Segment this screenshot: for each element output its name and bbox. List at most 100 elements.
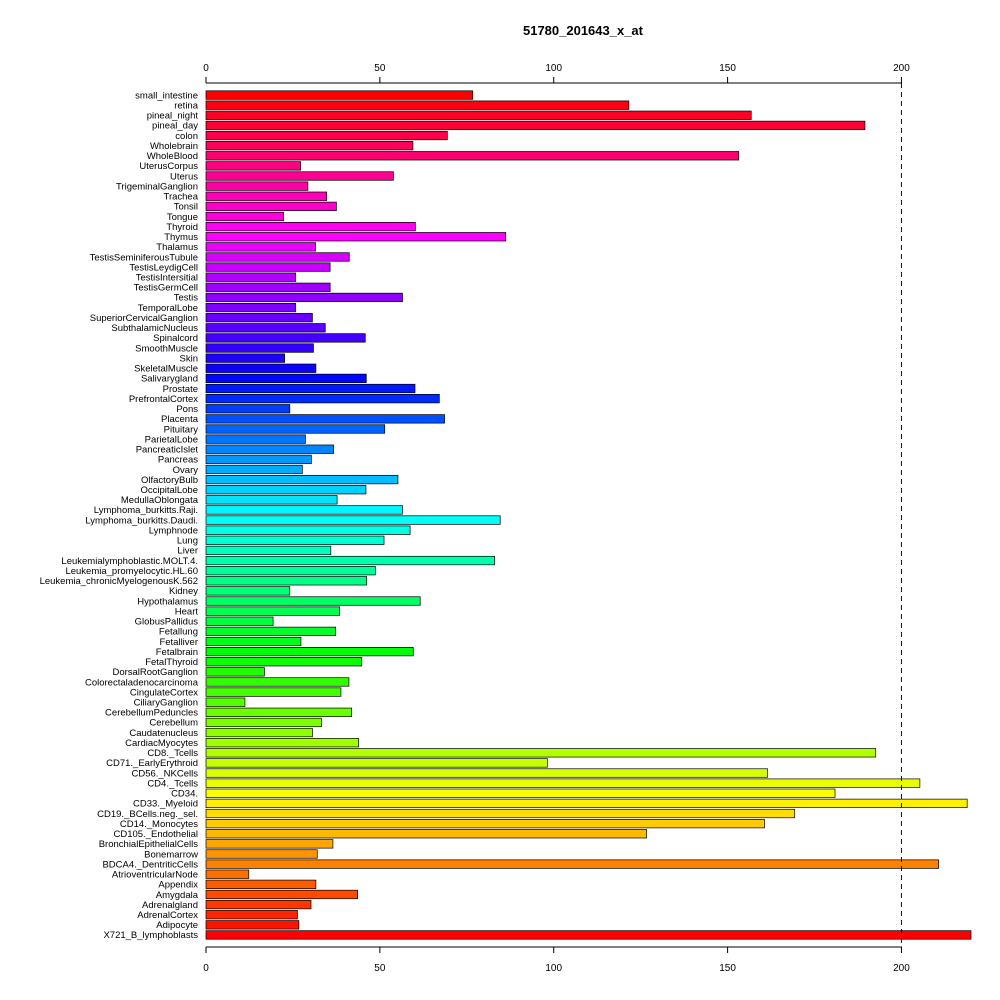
bar-Placenta [205, 414, 445, 424]
category-label: MedullaOblongata [121, 495, 199, 506]
bar-Testis [205, 292, 403, 303]
category-label: CD56._NKCells [131, 768, 198, 779]
bar-X721_B_lymphoblasts [205, 930, 972, 940]
chart-title: 51780_201643_x_at [523, 23, 644, 38]
bar-Lymphoma_burkitts.Daudi. [205, 515, 501, 525]
category-label: Tonsil [174, 202, 198, 213]
bar-GlobusPallidus [205, 616, 274, 626]
bar-series [205, 90, 972, 940]
category-label: X721_B_lymphoblasts [103, 930, 198, 941]
bar-CerebellumPeduncles [205, 707, 353, 717]
bar-CD34. [205, 788, 836, 798]
category-label: Salivarygland [141, 374, 198, 385]
bar-Pituitary [205, 424, 386, 434]
top-tick-label: 200 [893, 63, 910, 74]
bar-AdrenalCortex [205, 910, 298, 920]
bottom-tick-label: 150 [719, 963, 736, 974]
category-label: Thyroid [166, 222, 198, 233]
category-label: Fetallung [159, 627, 198, 638]
category-label: Hypothalamus [137, 596, 198, 607]
bar-Kidney [205, 586, 291, 596]
bar-Adipocyte [205, 920, 300, 930]
bar-Thyroid [205, 222, 416, 232]
category-label: TestisGermCell [134, 283, 198, 294]
category-label: Lymphoma_burkitts.Daudi. [85, 515, 198, 526]
category-label: Kidney [169, 586, 198, 597]
category-label: Bonemarrow [144, 849, 198, 860]
category-label: Spinalcord [153, 333, 198, 344]
category-label: CD34. [171, 789, 198, 800]
category-label: TemporalLobe [138, 303, 198, 314]
bar-Fetalbrain [205, 646, 414, 657]
bottom-tick-label: 0 [203, 963, 209, 974]
category-label: OccipitalLobe [140, 485, 198, 496]
category-label: BronchialEpithelialCells [99, 839, 199, 850]
bar-Pancreas [205, 454, 312, 464]
category-label: Wholebrain [150, 141, 198, 152]
bar-retina [205, 100, 630, 110]
bar-OlfactoryBulb [205, 474, 399, 485]
category-label: small_intestine [135, 90, 198, 101]
bar-CD56._NKCells [205, 768, 768, 778]
category-label: Pancreas [158, 455, 198, 466]
bar-Uterus [205, 171, 394, 181]
bar-Bonemarrow [205, 849, 318, 859]
bar-TestisLeydigCell [205, 262, 331, 272]
bar-CD33._Myeloid [205, 798, 968, 809]
category-label: Caudatenucleus [129, 728, 198, 739]
category-label: CD4._Tcells [147, 778, 198, 789]
top-tick-label: 100 [545, 63, 562, 74]
category-label: Appendix [158, 880, 198, 891]
bar-CD105._Endothelial [205, 829, 647, 839]
bar-Trachea [205, 191, 328, 201]
bar-Tongue [205, 211, 284, 222]
category-label: Fetalbrain [156, 647, 198, 658]
category-label: GlobusPallidus [135, 617, 199, 628]
bar-Spinalcord [205, 333, 366, 343]
category-label: Leukemialymphoblastic.MOLT.4. [61, 556, 198, 567]
category-label: PancreaticIslet [136, 445, 199, 456]
bar-Cerebellum [205, 717, 322, 728]
bar-Hypothalamus [205, 596, 421, 606]
category-label: Leukemia_promyelocytic.HL.60 [65, 566, 198, 577]
bar-Appendix [205, 879, 317, 889]
bar-Leukemia_promyelocytic.HL.60 [205, 566, 376, 576]
category-label: SmoothMuscle [135, 343, 198, 354]
bar-CD71._EarlyErythroid [205, 758, 548, 768]
bar-Thymus [205, 232, 507, 242]
bar-PrefrontalCortex [205, 394, 440, 404]
bottom-axis-ticks: 0 50 100 150 200 [203, 947, 910, 974]
category-label: Leukemia_chronicMyelogenousK.562 [40, 576, 198, 587]
category-label: DorsalRootGanglion [112, 667, 198, 678]
bar-Colorectaladenocarcinoma [205, 677, 350, 687]
category-label: SuperiorCervicalGanglion [90, 313, 198, 324]
category-label: CardiacMyocytes [125, 738, 198, 749]
category-label: Tongue [167, 212, 198, 223]
bar-AtrioventricularNode [205, 869, 250, 879]
bar-Prostate [205, 383, 416, 394]
bar-BronchialEpithelialCells [205, 839, 334, 849]
category-label: colon [175, 131, 198, 142]
bar-TestisGermCell [205, 282, 331, 292]
bar-SubthalamicNucleus [205, 323, 326, 333]
bar-Lymphoma_burkitts.Raji. [205, 505, 403, 515]
bar-CardiacMyocytes [205, 738, 359, 748]
category-label: TestisLeydigCell [129, 262, 198, 273]
category-label: Lymphnode [149, 525, 198, 536]
bar-Thalamus [205, 242, 316, 252]
bar-ParietalLobe [205, 434, 306, 444]
category-label: Thalamus [156, 242, 198, 253]
bar-colon [205, 130, 448, 141]
bar-Heart [205, 606, 340, 616]
category-label: Lymphoma_burkitts.Raji. [94, 505, 198, 516]
category-label: Ovary [173, 465, 199, 476]
bar-Leukemialymphoblastic.MOLT.4. [205, 555, 495, 566]
category-label: AtrioventricularNode [112, 870, 198, 881]
bar-CD14._Monocytes [205, 819, 765, 829]
category-label: Cerebellum [149, 718, 198, 729]
category-label: CD105._Endothelial [113, 829, 198, 840]
bar-WholeBlood [205, 151, 740, 161]
category-label: Adrenalgland [142, 900, 198, 911]
bar-UterusCorpus [205, 161, 301, 171]
bar-SkeletalMuscle [205, 363, 317, 373]
